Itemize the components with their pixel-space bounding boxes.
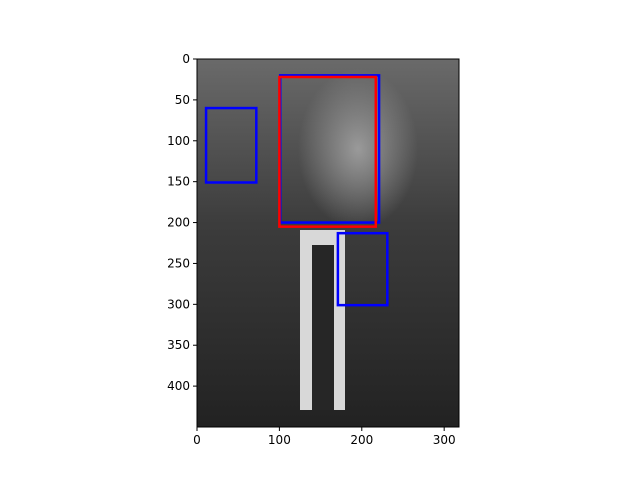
- y-tick-label: 250: [167, 256, 190, 270]
- bounding-box: [336, 231, 389, 307]
- photo-face: [298, 69, 418, 229]
- axes-frame: [196, 58, 460, 428]
- x-tick-label: 200: [350, 433, 373, 447]
- y-tick-label: 300: [167, 297, 190, 311]
- bounding-box: [204, 106, 258, 184]
- x-tick-label: 300: [433, 433, 456, 447]
- y-tick-label: 350: [167, 338, 190, 352]
- x-tick-label: 0: [193, 433, 201, 447]
- y-tick-label: 200: [167, 216, 190, 230]
- y-tick-label: 50: [175, 93, 190, 107]
- y-tick-label: 100: [167, 134, 190, 148]
- y-tick-label: 150: [167, 175, 190, 189]
- photo-tie: [312, 245, 334, 410]
- bounding-box: [278, 75, 378, 228]
- x-tick-label: 100: [268, 433, 291, 447]
- y-tick-label: 400: [167, 379, 190, 393]
- y-tick-label: 0: [182, 52, 190, 66]
